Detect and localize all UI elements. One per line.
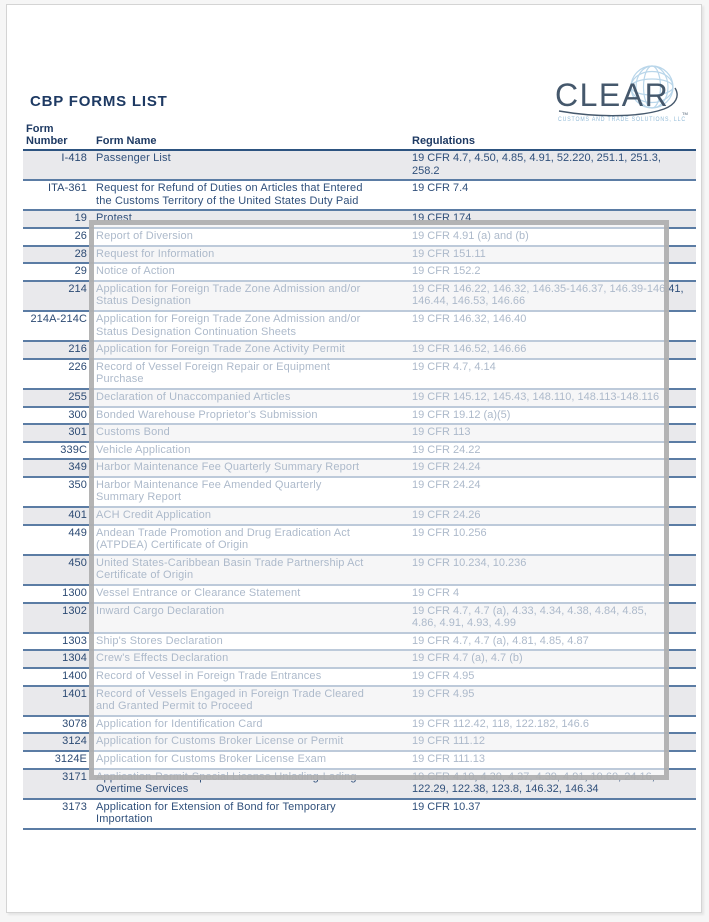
form-number-cell: 3124 bbox=[62, 735, 87, 748]
col-header-regulations: Regulations bbox=[412, 135, 475, 147]
form-number-cell: 300 bbox=[68, 408, 87, 421]
form-number-cell: 26 bbox=[74, 229, 87, 242]
form-number-cell: 3078 bbox=[62, 717, 87, 730]
table-row: 3173 Application for Extension of Bond f… bbox=[23, 800, 696, 830]
form-number-cell: I-418 bbox=[61, 152, 87, 164]
form-number-cell: 216 bbox=[68, 343, 87, 356]
form-number-cell: 3124E bbox=[54, 752, 87, 765]
logo-swoosh-icon bbox=[558, 87, 678, 117]
form-number-cell: 29 bbox=[74, 265, 87, 278]
form-number-cell: 350 bbox=[68, 478, 87, 491]
form-number-cell: 226 bbox=[68, 360, 87, 373]
regulations-cell: 19 CFR 4.7, 4.50, 4.85, 4.91, 52.220, 25… bbox=[412, 152, 661, 177]
form-number-cell: 255 bbox=[68, 390, 87, 403]
brand-wordmark: CLEAR bbox=[555, 77, 669, 113]
form-number-cell: 401 bbox=[68, 509, 87, 522]
col-header-form-number: Form Number bbox=[26, 123, 68, 147]
form-number-cell: 3171 bbox=[62, 770, 87, 783]
form-number-cell: 349 bbox=[68, 461, 87, 474]
form-number-cell: 301 bbox=[68, 426, 87, 439]
form-number-cell: 450 bbox=[68, 556, 87, 569]
form-name-cell: Passenger List bbox=[96, 152, 171, 164]
page-title: CBP FORMS LIST bbox=[30, 93, 168, 110]
form-number-cell: 1401 bbox=[62, 687, 87, 700]
form-number-cell: 449 bbox=[68, 526, 87, 539]
form-name-cell: Application for Extension of Bond for Te… bbox=[96, 800, 336, 826]
form-number-cell: 3173 bbox=[62, 800, 87, 813]
regulations-cell: 19 CFR 10.37 bbox=[412, 800, 481, 813]
form-number-cell: 1302 bbox=[62, 604, 87, 617]
form-number-cell: 214A-214C bbox=[30, 312, 87, 325]
form-number-cell: 1400 bbox=[62, 670, 87, 682]
table-row: ITA-361 Request for Refund of Duties on … bbox=[23, 181, 696, 212]
selection-overlay[interactable] bbox=[89, 220, 669, 780]
form-number-cell: 1300 bbox=[62, 587, 87, 600]
clear-logo-graphic: CLEAR TM CUSTOMS AND TRADE SOLUTIONS, LL… bbox=[555, 65, 688, 123]
regulations-cell: 19 CFR 7.4 bbox=[412, 182, 469, 195]
form-number-cell: 1304 bbox=[62, 652, 87, 665]
form-number-cell: 214 bbox=[68, 282, 87, 295]
form-number-cell: ITA-361 bbox=[47, 182, 87, 195]
form-name-cell: Request for Refund of Duties on Articles… bbox=[96, 182, 363, 207]
col-header-form-name: Form Name bbox=[96, 135, 157, 147]
form-number-cell: 339C bbox=[60, 443, 87, 456]
brand-subtitle: CUSTOMS AND TRADE SOLUTIONS, LLC bbox=[558, 116, 686, 123]
globe-icon bbox=[630, 65, 674, 109]
form-number-cell: 28 bbox=[74, 247, 87, 260]
table-row: I-418 Passenger List 19 CFR 4.7, 4.50, 4… bbox=[23, 151, 696, 182]
form-number-cell: 1303 bbox=[62, 634, 87, 647]
trademark-mark: TM bbox=[682, 111, 688, 116]
document-page: CBP FORMS LIST CLEAR TM CUSTOMS AND TRAD… bbox=[6, 4, 702, 913]
table-header-row: Form Number Form Name Regulations bbox=[23, 123, 696, 151]
form-number-cell: 19 bbox=[74, 212, 87, 225]
brand-logo: CLEAR TM CUSTOMS AND TRADE SOLUTIONS, LL… bbox=[554, 65, 691, 125]
